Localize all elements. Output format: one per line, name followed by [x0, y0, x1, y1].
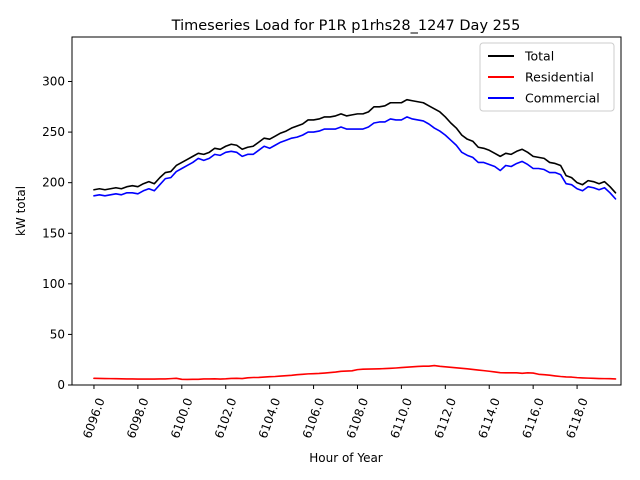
legend-label-residential: Residential: [525, 70, 594, 85]
y-tick-label: 150: [42, 226, 65, 240]
series-line-total: [93, 98, 617, 194]
series-line-commercial: [93, 116, 617, 200]
y-tick-label: 300: [42, 75, 65, 89]
series-line-residential: [93, 364, 617, 381]
x-axis-label: Hour of Year: [309, 451, 383, 465]
y-axis: 0 50 100 150 200 250 300: [42, 75, 72, 392]
legend-label-total: Total: [524, 49, 554, 64]
y-tick-label: 0: [57, 378, 65, 392]
y-axis-label: kW total: [14, 186, 28, 236]
legend-frame: [479, 42, 615, 112]
y-tick-label: 50: [50, 327, 65, 341]
chart-title: Timeseries Load for P1R p1rhs28_1247 Day…: [171, 18, 521, 34]
legend: Total Residential Commercial: [479, 42, 615, 112]
y-tick-label: 200: [42, 176, 65, 190]
series-layer: [93, 98, 617, 381]
legend-label-commercial: Commercial: [525, 91, 600, 106]
plot-area-frame: [71, 36, 622, 386]
y-tick-label: 100: [42, 277, 65, 291]
y-tick-label: 250: [42, 125, 65, 139]
